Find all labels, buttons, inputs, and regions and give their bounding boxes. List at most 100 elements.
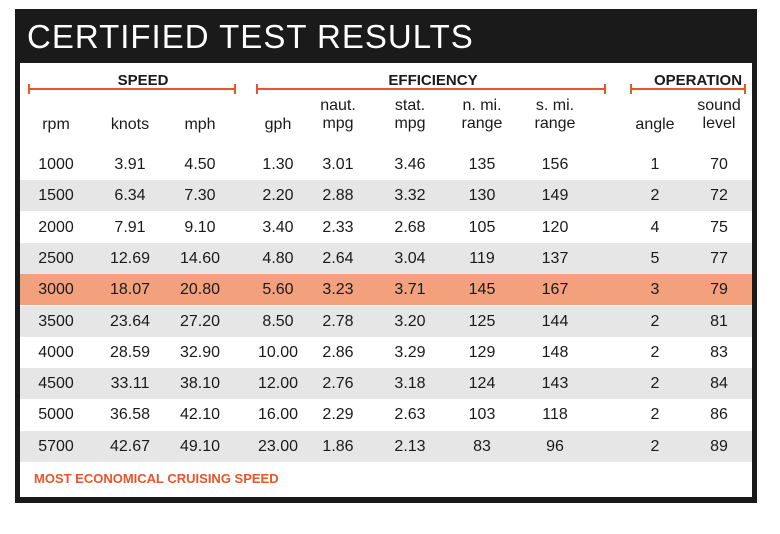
cell-n-mi-range: 83 bbox=[473, 437, 491, 455]
group-rule-speed bbox=[28, 84, 236, 94]
cell-angle: 2 bbox=[650, 375, 660, 393]
cell-naut-mpg: 2.88 bbox=[322, 187, 354, 205]
cell-naut-mpg: 2.86 bbox=[322, 343, 354, 361]
cell-sound-level: 84 bbox=[710, 375, 728, 393]
cell-rpm: 5700 bbox=[38, 437, 74, 455]
cell-stat-mpg: 2.63 bbox=[394, 406, 426, 424]
cell-knots: 28.59 bbox=[109, 343, 151, 361]
cell-knots: 42.67 bbox=[109, 437, 151, 455]
cell-rpm: 4000 bbox=[38, 343, 74, 361]
cell-stat-mpg: 2.68 bbox=[394, 218, 426, 236]
cell-n-mi-range: 125 bbox=[468, 312, 496, 330]
cell-mph: 27.20 bbox=[179, 312, 221, 330]
column-header-line: sound bbox=[697, 97, 741, 114]
cell-gph: 8.50 bbox=[262, 312, 294, 330]
cell-s-mi-range: 144 bbox=[541, 312, 569, 330]
column-header-line: mph bbox=[184, 116, 216, 133]
cell-knots: 7.91 bbox=[114, 218, 146, 236]
cell-n-mi-range: 103 bbox=[468, 406, 496, 424]
cell-sound-level: 70 bbox=[710, 156, 728, 173]
cell-rpm: 1500 bbox=[38, 187, 74, 205]
column-header-line: angle bbox=[635, 116, 675, 133]
cell-gph: 10.00 bbox=[257, 343, 299, 361]
cell-sound-level: 77 bbox=[710, 249, 728, 267]
cell-naut-mpg: 1.86 bbox=[322, 437, 354, 455]
column-header-line: mpg bbox=[394, 115, 426, 132]
table-row-highlighted: 3000 18.07 20.80 5.60 3.23 3.71 145 167 3 79 bbox=[20, 274, 752, 306]
cell-stat-mpg: 3.29 bbox=[394, 343, 426, 361]
cell-angle: 2 bbox=[650, 312, 660, 330]
cell-stat-mpg: 3.46 bbox=[394, 156, 426, 173]
column-header-s-mi-range: s. mi. range bbox=[520, 97, 590, 133]
cell-sound-level: 81 bbox=[710, 312, 728, 330]
cell-mph: 20.80 bbox=[179, 281, 221, 299]
column-header-n-mi-range: n. mi. range bbox=[447, 97, 517, 133]
cell-knots: 12.69 bbox=[109, 249, 151, 267]
cell-s-mi-range: 143 bbox=[541, 375, 569, 393]
cell-rpm: 3500 bbox=[38, 312, 74, 330]
cell-n-mi-range: 130 bbox=[468, 187, 496, 205]
cell-rpm: 2000 bbox=[38, 218, 74, 236]
column-header-line: knots bbox=[110, 116, 150, 133]
table-row: 1500 6.34 7.30 2.20 2.88 3.32 130 149 2 72 bbox=[20, 180, 752, 212]
column-header-stat-mpg: stat. mpg bbox=[375, 97, 445, 133]
cell-s-mi-range: 120 bbox=[541, 218, 569, 236]
cell-gph: 3.40 bbox=[262, 218, 294, 236]
column-header-line: naut. bbox=[320, 97, 356, 114]
cell-s-mi-range: 137 bbox=[541, 249, 569, 267]
cell-s-mi-range: 167 bbox=[541, 281, 569, 299]
cell-naut-mpg: 2.64 bbox=[322, 249, 354, 267]
column-header-gph: gph bbox=[243, 116, 313, 134]
column-header-angle: angle bbox=[620, 116, 690, 134]
footnote-economical-speed: MOST ECONOMICAL CRUISING SPEED bbox=[34, 471, 279, 486]
results-panel: SPEED EFFICIENCY OPERATION rpm knots mph gp… bbox=[20, 63, 752, 497]
cell-sound-level: 83 bbox=[710, 343, 728, 361]
cell-knots: 3.91 bbox=[114, 156, 146, 173]
group-rule-operation bbox=[630, 84, 746, 94]
cell-sound-level: 89 bbox=[710, 437, 728, 455]
cell-n-mi-range: 119 bbox=[469, 249, 495, 267]
cell-naut-mpg: 2.29 bbox=[322, 406, 354, 424]
cell-angle: 1 bbox=[650, 156, 660, 173]
cell-sound-level: 72 bbox=[710, 187, 728, 205]
cell-angle: 4 bbox=[650, 218, 660, 236]
cell-n-mi-range: 105 bbox=[468, 218, 496, 236]
cell-mph: 42.10 bbox=[179, 406, 221, 424]
cell-angle: 2 bbox=[650, 187, 660, 205]
table-row: 5000 36.58 42.10 16.00 2.29 2.63 103 118 2 86 bbox=[20, 399, 752, 430]
cell-naut-mpg: 2.33 bbox=[322, 218, 354, 236]
cell-mph: 38.10 bbox=[179, 375, 221, 393]
cell-stat-mpg: 2.13 bbox=[394, 437, 426, 455]
table-row: 4500 33.11 38.10 12.00 2.76 3.18 124 143 2 84 bbox=[20, 368, 752, 400]
cell-s-mi-range: 149 bbox=[541, 187, 569, 205]
cell-mph: 4.50 bbox=[184, 156, 216, 173]
cell-knots: 18.07 bbox=[109, 281, 151, 299]
column-header-line: stat. bbox=[394, 97, 426, 114]
group-rule-efficiency bbox=[256, 84, 606, 94]
cell-n-mi-range: 145 bbox=[468, 281, 496, 299]
cell-angle: 3 bbox=[650, 281, 660, 299]
table-row: 1000 3.91 4.50 1.30 3.01 3.46 135 156 1 70 bbox=[20, 149, 752, 180]
cell-knots: 6.34 bbox=[114, 187, 146, 205]
cell-stat-mpg: 3.18 bbox=[394, 375, 426, 393]
table-row: 2500 12.69 14.60 4.80 2.64 3.04 119 137 5 77 bbox=[20, 242, 752, 274]
group-label-operation: OPERATION bbox=[653, 72, 743, 89]
column-header-mph: mph bbox=[165, 116, 235, 134]
cell-naut-mpg: 3.23 bbox=[322, 281, 354, 299]
column-header-knots: knots bbox=[95, 116, 165, 134]
cell-naut-mpg: 2.78 bbox=[322, 312, 354, 330]
cell-s-mi-range: 96 bbox=[546, 437, 564, 455]
column-header-sound-level: sound level bbox=[684, 97, 754, 133]
cell-s-mi-range: 148 bbox=[541, 343, 569, 361]
results-table-frame: CERTIFIED TEST RESULTS SPEED EFFICIENCY … bbox=[15, 9, 757, 503]
cell-n-mi-range: 124 bbox=[468, 375, 496, 393]
cell-mph: 32.90 bbox=[179, 343, 221, 361]
column-header-line: level bbox=[702, 115, 736, 132]
cell-stat-mpg: 3.32 bbox=[394, 187, 426, 205]
cell-rpm: 3000 bbox=[38, 281, 74, 299]
table-row: 3500 23.64 27.20 8.50 2.78 3.20 125 144 2 81 bbox=[20, 305, 752, 337]
table-row: 5700 42.67 49.10 23.00 1.86 2.13 83 96 2 89 bbox=[20, 430, 752, 462]
cell-stat-mpg: 3.04 bbox=[394, 249, 426, 267]
cell-knots: 33.11 bbox=[110, 375, 150, 393]
column-header-line: n. mi. bbox=[462, 97, 502, 114]
